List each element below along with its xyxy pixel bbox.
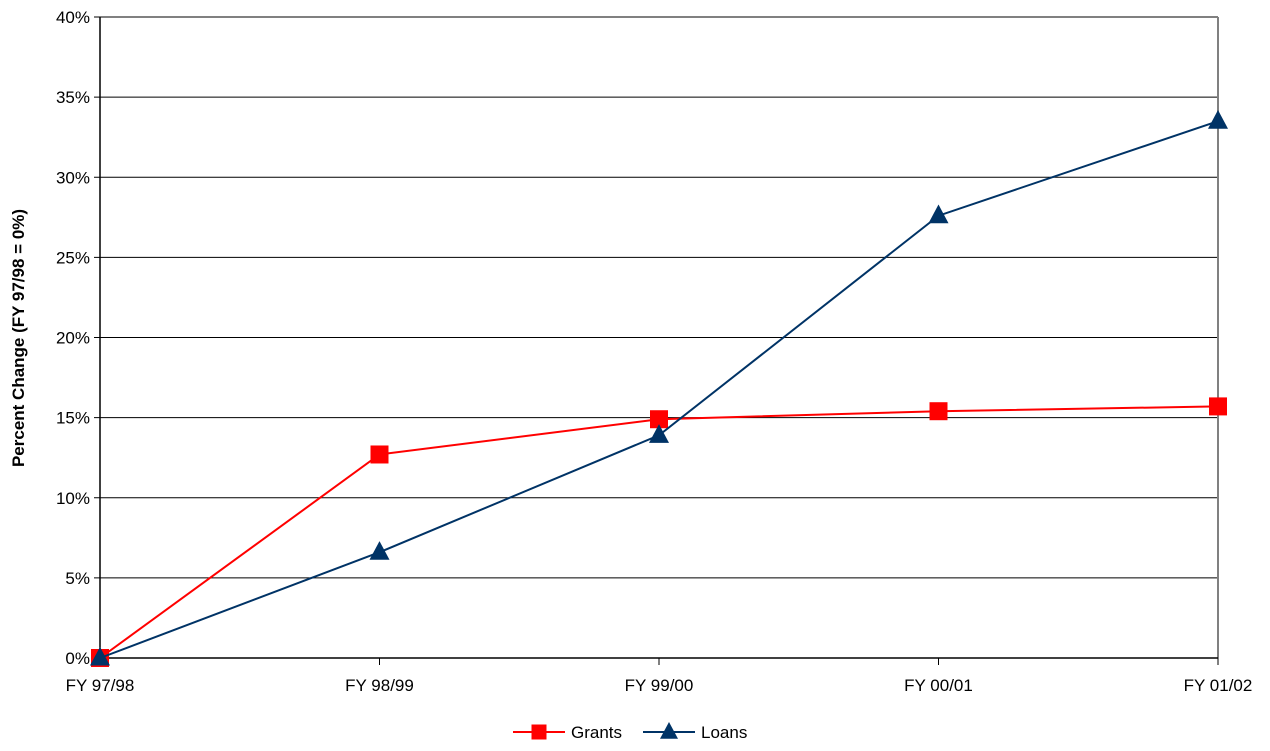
y-axis-title: Percent Change (FY 97/98 = 0%) [9, 209, 28, 467]
data-point [371, 445, 389, 463]
y-tick-label: 10% [56, 489, 90, 508]
y-tick-label: 25% [56, 248, 90, 267]
y-tick-label: 30% [56, 168, 90, 187]
y-tick-label: 15% [56, 409, 90, 428]
y-tick-label: 5% [65, 569, 90, 588]
legend-marker [532, 725, 547, 740]
legend-item-grants: Grants [513, 723, 622, 742]
legend: Grants Loans [513, 722, 747, 742]
data-point [930, 402, 948, 420]
legend-label: Grants [571, 723, 622, 742]
legend-marker [660, 722, 678, 739]
y-tick-label: 20% [56, 329, 90, 348]
data-point [1209, 397, 1227, 415]
y-tick-label: 0% [65, 649, 90, 668]
x-tick-label: FY 98/99 [345, 676, 414, 695]
legend-item-loans: Loans [643, 722, 747, 742]
legend-label: Loans [701, 723, 747, 742]
x-tick-labels: FY 97/98 FY 98/99 FY 99/00 FY 00/01 FY 01/02 [66, 676, 1253, 695]
x-tick-label: FY 97/98 [66, 676, 135, 695]
y-tick-label: 35% [56, 88, 90, 107]
y-tick-label: 40% [56, 8, 90, 27]
y-tick-labels: 0% 5% 10% 15% 20% 25% 30% 35% 40% [56, 8, 90, 668]
x-tick-label: FY 99/00 [625, 676, 694, 695]
x-tick-label: FY 00/01 [904, 676, 973, 695]
x-tick-label: FY 01/02 [1184, 676, 1253, 695]
